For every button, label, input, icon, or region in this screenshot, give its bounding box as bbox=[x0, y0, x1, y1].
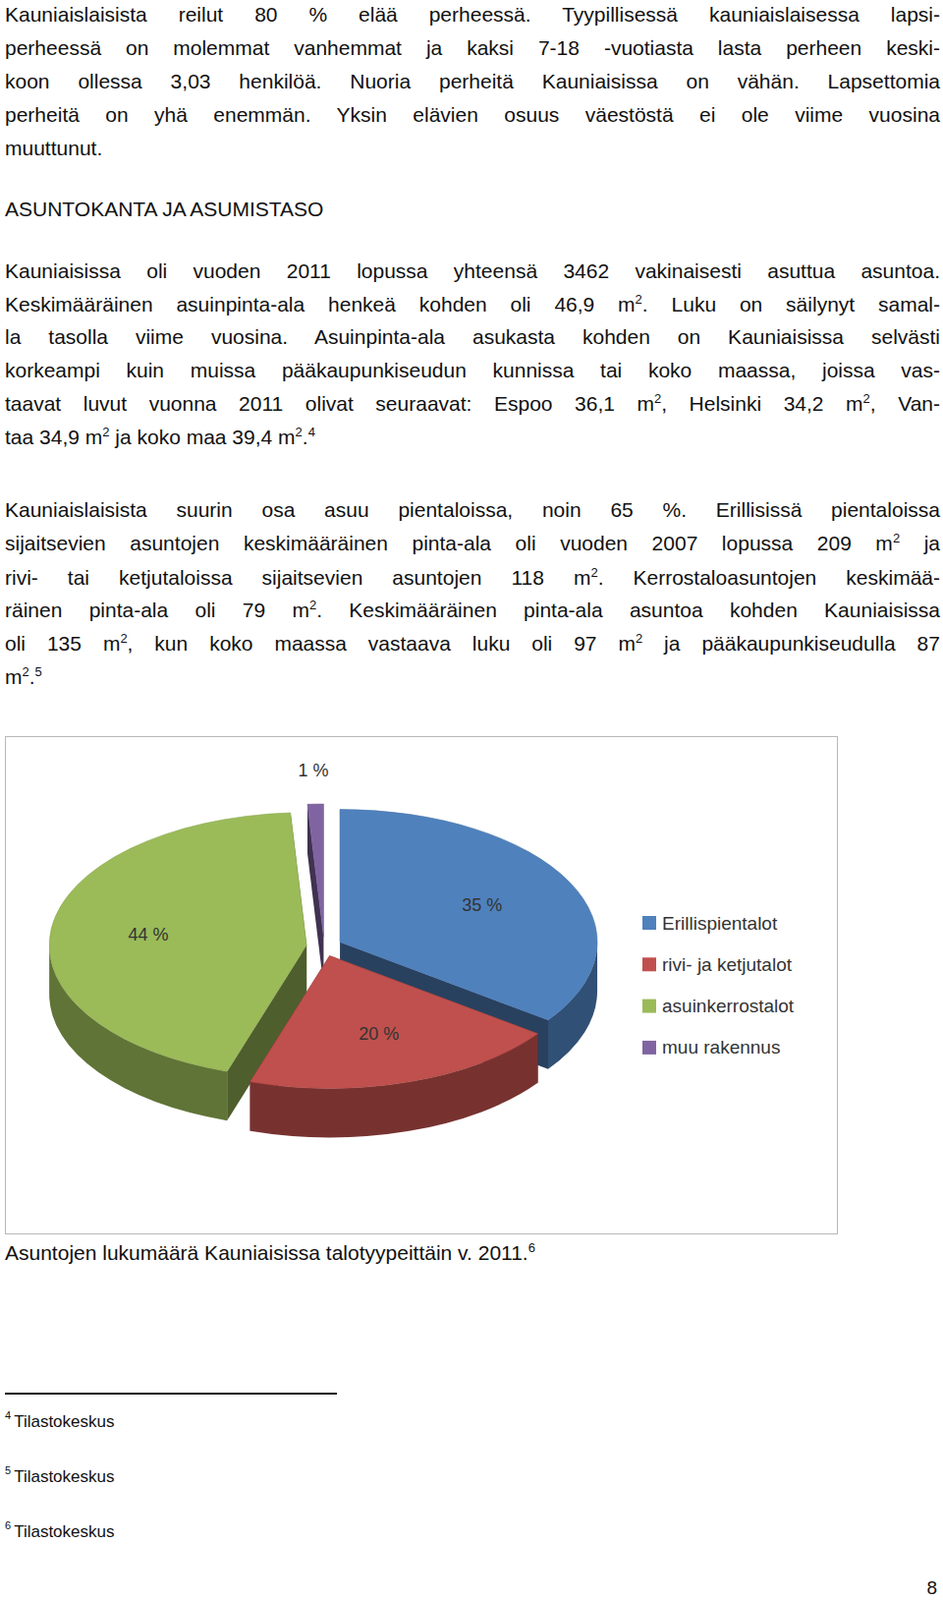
text-run: perheitä on yhä enemmän. Yksin elävien o… bbox=[4, 103, 941, 126]
legend-swatch bbox=[642, 915, 657, 930]
text-run: Kauniaislaisista suurin osa asuu piental… bbox=[4, 498, 941, 521]
superscript: 2 bbox=[590, 564, 598, 580]
text-run: oli 135 m bbox=[4, 631, 120, 655]
text-run: Kauniaisissa oli vuoden 2011 lopussa yht… bbox=[4, 259, 941, 282]
text-line: perheessä on molemmat vanhemmat ja kaksi… bbox=[4, 31, 941, 65]
text-run: rivi- tai ketjutaloissa sijaitsevien asu… bbox=[4, 565, 591, 589]
text-line: muuttunut. bbox=[4, 131, 941, 166]
text-run: , Helsinki 34,2 m bbox=[661, 391, 863, 415]
text-run: m bbox=[4, 665, 23, 688]
superscript: 5 bbox=[35, 664, 43, 679]
text-line: Kauniaislaisista reilut 80 % elää perhee… bbox=[4, 0, 941, 32]
text-run: , kun koko maassa vastaava luku oli 97 m bbox=[127, 631, 636, 655]
superscript: 2 bbox=[654, 390, 662, 406]
text-run: . bbox=[29, 665, 36, 688]
superscript: 2 bbox=[309, 597, 317, 612]
text-run: koon ollessa 3,03 henkilöä. Nuoria perhe… bbox=[4, 69, 941, 93]
legend-label: Erillispientalot bbox=[662, 912, 778, 934]
text-run: perheessä on molemmat vanhemmat ja kaksi… bbox=[4, 36, 941, 59]
text-run: . bbox=[302, 425, 309, 448]
superscript: 2 bbox=[102, 424, 110, 440]
caption: Asuntojen lukumäärä Kauniaisissa talotyy… bbox=[4, 1238, 536, 1267]
superscript: 6 bbox=[528, 1239, 536, 1255]
footnote-mark: 4 bbox=[4, 1408, 11, 1421]
pie-slices bbox=[49, 803, 598, 1088]
pie-sides bbox=[49, 803, 598, 1137]
text-run: korkeampi kuin muissa pääkaupunkiseudun … bbox=[4, 358, 941, 382]
legend-swatch bbox=[642, 956, 657, 971]
legend-label: asuinkerrostalot bbox=[662, 995, 795, 1016]
footnote-mark: 6 bbox=[4, 1518, 11, 1531]
text-line: m2.5 bbox=[4, 660, 941, 694]
text-run: Kauniaislaisista reilut 80 % elää perhee… bbox=[4, 2, 941, 26]
text-run: . Luku on säilynyt samal- bbox=[642, 292, 941, 316]
text-run: räinen pinta-ala oli 79 m bbox=[4, 598, 310, 621]
footnote-text: Tilastokeskus bbox=[13, 1521, 114, 1541]
legend-label: rivi- ja ketjutalot bbox=[662, 953, 793, 975]
pie-chart: 35 % 20 % 44 % 1 % Erillispientalot rivi- ja … bbox=[4, 735, 838, 1234]
text-run: . Keskimääräinen pinta-ala asuntoa kohde… bbox=[316, 598, 941, 621]
text-run: ja bbox=[899, 531, 941, 555]
data-label: 44 % bbox=[127, 924, 168, 944]
text-line: Kauniaislaisista suurin osa asuu piental… bbox=[4, 493, 941, 527]
footnote-mark: 5 bbox=[4, 1463, 11, 1476]
footnote-text: Tilastokeskus bbox=[13, 1411, 114, 1431]
legend-swatch bbox=[642, 998, 657, 1013]
footnote-rule bbox=[4, 1391, 337, 1394]
text-run: ja koko maa 39,4 m bbox=[109, 425, 295, 448]
superscript: 2 bbox=[22, 664, 30, 679]
text-line: oli 135 m2, kun koko maassa vastaava luk… bbox=[4, 626, 941, 661]
text-run: muuttunut. bbox=[4, 136, 103, 160]
text-line: la tasolla viime vuosina. Asuinpinta-ala… bbox=[4, 320, 941, 354]
text-run: taa 34,9 m bbox=[4, 425, 103, 448]
text-line: rivi- tai ketjutaloissa sijaitsevien asu… bbox=[4, 560, 941, 595]
text-run: . Kerrostaloasuntojen keskimää- bbox=[598, 565, 941, 589]
superscript: 2 bbox=[635, 630, 643, 646]
superscript: 2 bbox=[295, 424, 303, 440]
text-run: , Van- bbox=[870, 391, 941, 415]
superscript: 4 bbox=[308, 424, 316, 440]
footnote: 5Tilastokeskus bbox=[4, 1464, 114, 1489]
pie-slice bbox=[250, 954, 539, 1088]
text-line: taa 34,9 m2 ja koko maa 39,4 m2.4 bbox=[4, 420, 941, 454]
text-line: Kauniaisissa oli vuoden 2011 lopussa yht… bbox=[4, 254, 941, 288]
data-label: 20 % bbox=[358, 1023, 399, 1044]
caption-text: Asuntojen lukumäärä Kauniaisissa talotyy… bbox=[4, 1240, 529, 1264]
text-line: koon ollessa 3,03 henkilöä. Nuoria perhe… bbox=[4, 64, 941, 99]
text-line: sijaitsevien asuntojen keskimääräinen pi… bbox=[4, 526, 941, 560]
data-label: 35 % bbox=[461, 894, 502, 915]
legend-label: muu rakennus bbox=[662, 1036, 780, 1057]
superscript: 2 bbox=[892, 530, 900, 546]
legend-swatch bbox=[642, 1040, 657, 1054]
page-number: 8 bbox=[926, 1576, 938, 1599]
text-run: taavat luvut vuonna 2011 olivat seuraava… bbox=[4, 391, 655, 415]
superscript: 2 bbox=[119, 630, 127, 646]
text-line: taavat luvut vuonna 2011 olivat seuraava… bbox=[4, 387, 941, 421]
text-run: sijaitsevien asuntojen keskimääräinen pi… bbox=[4, 531, 893, 555]
text-line: räinen pinta-ala oli 79 m2. Keskimääräin… bbox=[4, 593, 941, 627]
data-labels: 35 % 20 % 44 % 1 % bbox=[127, 760, 502, 1044]
heading: ASUNTOKANTA JA ASUMISTASO bbox=[4, 195, 324, 223]
text-line: korkeampi kuin muissa pääkaupunkiseudun … bbox=[4, 353, 941, 388]
footnote: 4Tilastokeskus bbox=[4, 1409, 114, 1434]
superscript: 2 bbox=[635, 291, 643, 307]
text-run: ja pääkaupunkiseudulla 87 bbox=[642, 631, 941, 655]
data-label: 1 % bbox=[298, 760, 330, 780]
text-line: Keskimääräinen asuinpinta-ala henkeä koh… bbox=[4, 287, 941, 322]
footnote-text: Tilastokeskus bbox=[13, 1466, 114, 1486]
pie-slice bbox=[307, 803, 324, 937]
slice-wall bbox=[307, 803, 324, 986]
pie-slice bbox=[49, 812, 307, 1071]
text-run: Keskimääräinen asuinpinta-ala henkeä koh… bbox=[4, 292, 636, 316]
footnote: 6Tilastokeskus bbox=[4, 1519, 114, 1544]
text-run: la tasolla viime vuosina. Asuinpinta-ala… bbox=[4, 325, 941, 348]
superscript: 2 bbox=[863, 390, 871, 406]
legend: Erillispientalot rivi- ja ketjutalot asuin… bbox=[642, 912, 795, 1058]
text-line: perheitä on yhä enemmän. Yksin elävien o… bbox=[4, 98, 941, 132]
